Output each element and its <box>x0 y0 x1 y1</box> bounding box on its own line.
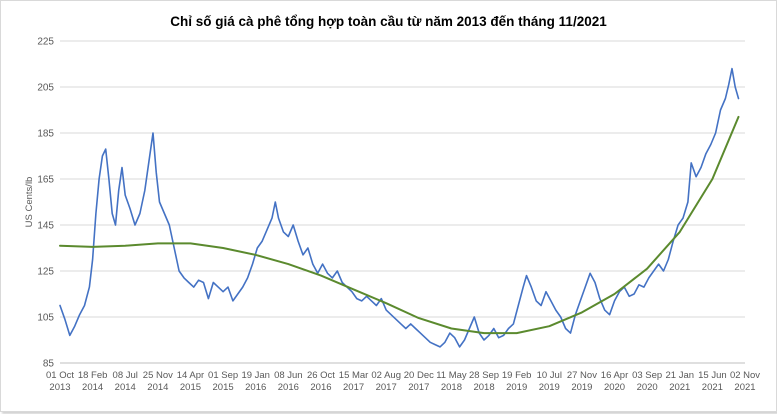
y-tick-label: 205 <box>37 83 54 94</box>
y-tick-label: 85 <box>43 359 55 370</box>
x-tick-label: 08 Jun 2016 <box>274 370 303 393</box>
x-tick-label: 03 Sep 2020 <box>632 370 662 393</box>
x-tick-label: 15 Jun 2021 <box>698 370 727 393</box>
y-tick-label: 165 <box>37 175 54 186</box>
y-tick-label: 125 <box>37 267 54 278</box>
x-tick-label: 02 Nov 2021 <box>730 370 760 393</box>
x-tick-label: 19 Feb 2019 <box>502 370 532 393</box>
x-tick-label: 20 Dec 2017 <box>404 370 434 393</box>
x-tick-label: 18 Feb 2014 <box>78 370 108 393</box>
x-tick-label: 08 Jul 2014 <box>113 370 138 393</box>
y-tick-label: 145 <box>37 221 54 232</box>
trend-series-line <box>59 115 740 335</box>
x-tick-label: 27 Nov 2019 <box>567 370 597 393</box>
x-tick-label: 28 Sep 2018 <box>469 370 499 393</box>
y-tick-label: 185 <box>37 129 54 140</box>
chart-title: Chỉ số giá cà phê tổng hợp toàn cầu từ n… <box>170 14 607 29</box>
x-tick-label: 01 Sep 2015 <box>208 370 238 393</box>
x-tick-label: 26 Oct 2016 <box>307 370 335 393</box>
x-tick-label: 11 May 2018 <box>436 370 467 393</box>
x-tick-label: 25 Nov 2014 <box>143 370 173 393</box>
x-tick-label: 21 Jan 2021 <box>665 370 694 393</box>
price-series-line <box>59 67 740 348</box>
y-tick-label: 225 <box>37 37 54 48</box>
x-tick-label: 14 Apr 2015 <box>177 370 204 393</box>
x-tick-label: 16 Apr 2020 <box>601 370 628 393</box>
x-tick-label: 01 Oct 2013 <box>46 370 74 393</box>
x-tick-label: 19 Jan 2016 <box>241 370 270 393</box>
x-tick-label: 10 Jul 2019 <box>537 370 562 393</box>
y-tick-label: 105 <box>37 313 54 324</box>
y-axis-label: US Cents/lb <box>24 177 35 228</box>
x-tick-label: 02 Aug 2017 <box>371 370 401 393</box>
x-tick-label: 15 Mar 2017 <box>339 370 369 393</box>
